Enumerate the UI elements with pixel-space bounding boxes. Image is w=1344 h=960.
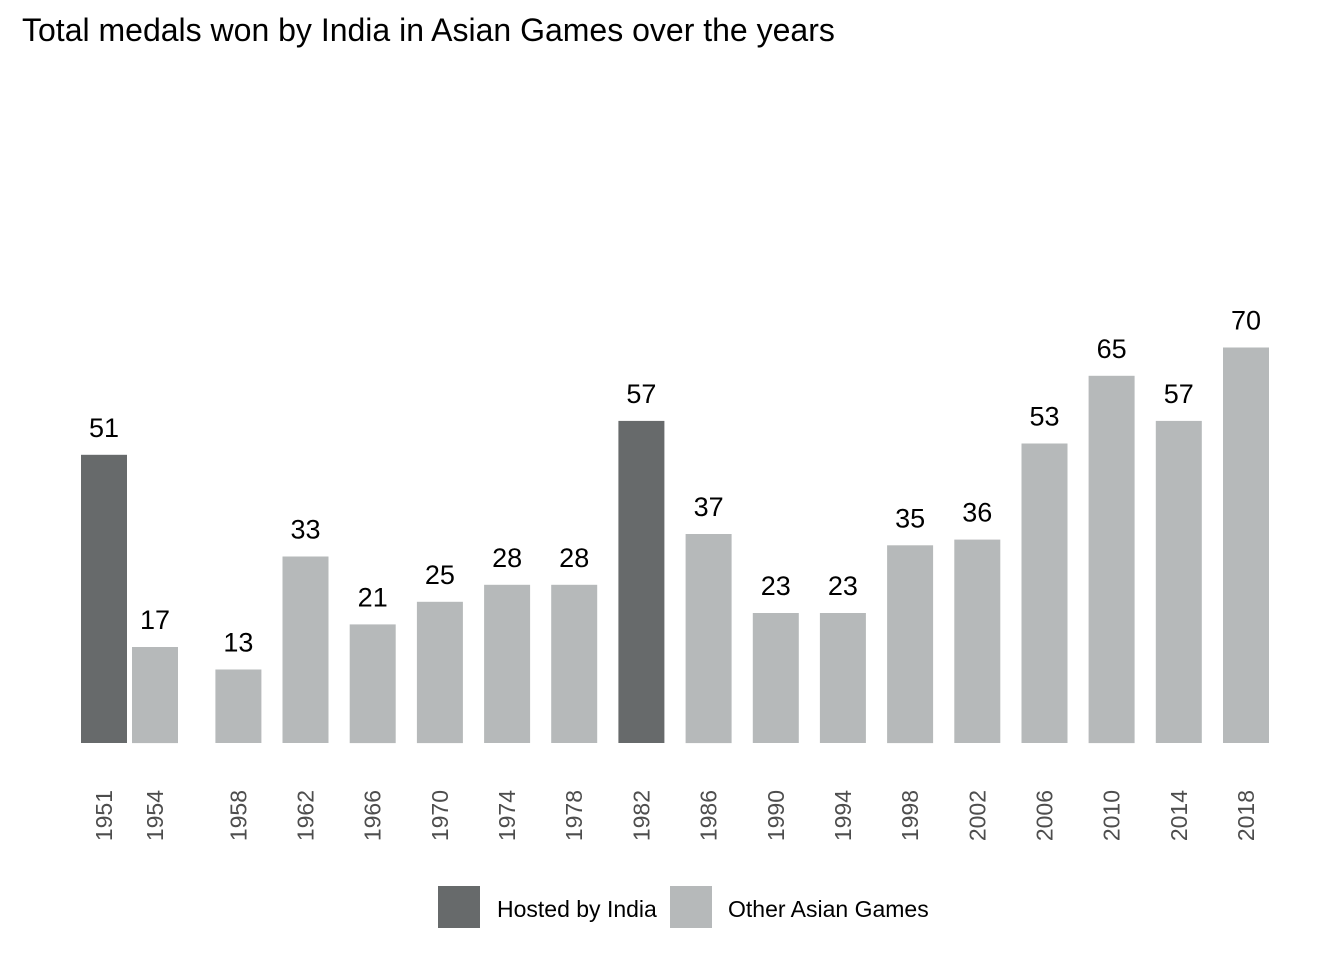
value-label-2006: 53 [1029,402,1059,432]
x-tick-label-1958: 1958 [225,790,251,841]
value-label-1958: 13 [223,628,253,658]
x-tick-label-1978: 1978 [561,790,587,841]
legend-swatch-1 [670,886,712,928]
x-axis-tick-labels: 1951 1954 1958 1962 1966 1970 1974 1978 1982 1986… [91,790,1259,841]
bar-1958 [215,669,262,743]
bar-1986 [685,534,732,744]
value-label-1970: 25 [425,560,455,590]
value-label-2018: 70 [1231,306,1261,336]
x-tick-label-1982: 1982 [628,790,654,841]
x-tick-label-2006: 2006 [1032,790,1058,841]
bar-2002 [954,539,1001,743]
value-label-1966: 21 [358,582,388,612]
value-label-2010: 65 [1097,334,1127,364]
x-tick-label-1990: 1990 [763,790,789,841]
x-tick-label-1970: 1970 [427,790,453,841]
legend: Hosted by India Other Asian Games [438,886,929,928]
x-tick-label-2014: 2014 [1166,790,1192,841]
bar-1982 [618,420,665,743]
bar-2014 [1155,420,1202,743]
x-tick-label-1994: 1994 [830,790,856,841]
x-tick-label-1954: 1954 [142,790,168,841]
x-tick-label-1951: 1951 [91,790,117,841]
x-tick-label-1962: 1962 [293,790,319,841]
value-label-1986: 37 [694,492,724,522]
x-tick-label-2002: 2002 [964,790,990,841]
value-label-1994: 23 [828,571,858,601]
x-tick-label-1974: 1974 [494,790,520,841]
value-label-2014: 57 [1164,379,1194,409]
bar-1951 [81,454,127,743]
bar-1998 [887,545,934,744]
legend-label-1: Other Asian Games [728,896,929,922]
value-labels-group: 51 17 13 33 21 25 28 28 57 37 23 23 35 36 53 65 57 70 [89,306,1261,658]
bar-1954 [132,647,178,744]
value-label-1978: 28 [559,543,589,573]
value-label-2002: 36 [962,498,992,528]
bar-1990 [752,613,799,743]
legend-label-0: Hosted by India [497,896,657,922]
x-tick-label-1986: 1986 [696,790,722,841]
bar-2006 [1021,443,1068,743]
chart-title: Total medals won by India in Asian Games… [22,12,835,48]
bar-2010 [1088,375,1135,744]
bars-group [81,347,1269,744]
legend-swatch-0 [438,886,480,928]
x-tick-label-2010: 2010 [1099,790,1125,841]
bar-1966 [349,624,396,744]
value-label-1954: 17 [140,605,170,635]
bar-1974 [484,584,531,743]
value-label-1974: 28 [492,543,522,573]
value-label-1962: 33 [290,515,320,545]
bar-2018 [1223,347,1269,743]
value-label-1998: 35 [895,503,925,533]
bar-1978 [551,584,598,743]
x-tick-label-1998: 1998 [897,790,923,841]
bar-1994 [819,613,866,743]
value-label-1951: 51 [89,413,119,443]
x-tick-label-2018: 2018 [1233,790,1259,841]
value-label-1990: 23 [761,571,791,601]
value-label-1982: 57 [626,379,656,409]
bar-1970 [416,601,463,744]
bar-1962 [282,556,329,743]
x-tick-label-1966: 1966 [360,790,386,841]
